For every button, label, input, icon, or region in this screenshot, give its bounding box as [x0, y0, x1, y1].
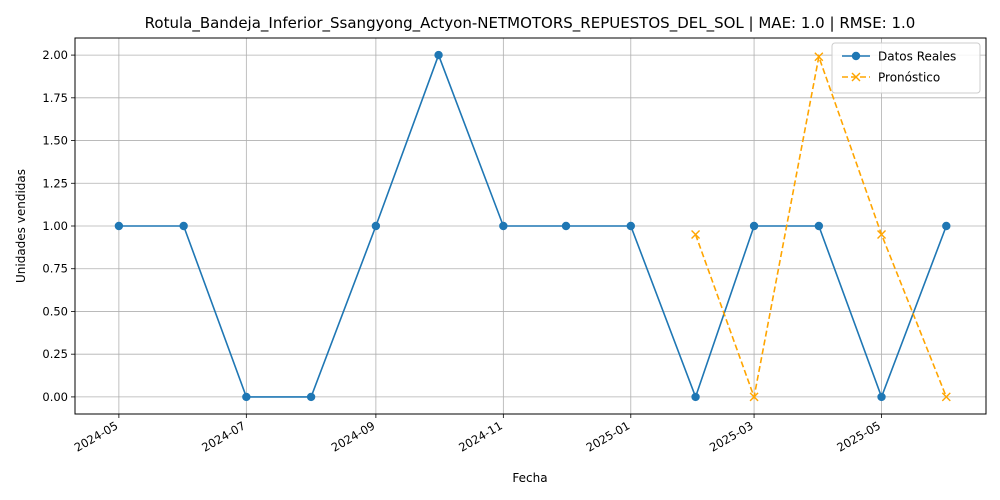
y-tick-label: 0.50	[42, 304, 68, 318]
legend: Datos Reales Pronóstico	[831, 42, 981, 94]
y-tick-label: 0.00	[42, 390, 68, 404]
data-point	[371, 221, 381, 231]
data-point	[942, 221, 951, 231]
data-point	[877, 230, 887, 240]
data-point	[499, 221, 508, 231]
series-actual	[114, 50, 951, 402]
series-layer	[114, 50, 951, 402]
y-tick-label: 1.00	[42, 219, 68, 233]
x-tick-label: 2024-07	[199, 418, 248, 454]
data-point	[749, 221, 759, 231]
x-tick-label: 2025-03	[707, 418, 756, 454]
series-forecast	[691, 52, 951, 402]
data-point	[434, 50, 443, 60]
legend-marker-actual	[851, 51, 861, 61]
data-point	[941, 392, 951, 402]
y-tick-label: 1.50	[42, 134, 68, 148]
x-axis-ticks: 2024-05 2024-07 2024-09 2024-11 2025-01 2025-…	[72, 414, 883, 455]
data-point	[691, 392, 700, 402]
data-point	[877, 392, 886, 402]
data-point	[814, 52, 824, 62]
y-tick-label: 2.00	[42, 48, 68, 62]
x-tick-label: 2024-05	[72, 418, 121, 454]
x-tick-label: 2025-05	[834, 418, 883, 454]
data-point	[179, 221, 188, 231]
series-line	[118, 52, 948, 400]
x-tick-label: 2024-09	[329, 418, 378, 454]
data-point	[814, 221, 824, 231]
y-tick-label: 1.25	[42, 176, 68, 190]
legend-marker-forecast	[851, 72, 861, 82]
legend-label-actual: Datos Reales	[878, 50, 956, 64]
y-tick-label: 0.75	[42, 262, 68, 276]
legend-label-forecast: Pronóstico	[878, 71, 940, 85]
x-tick-label: 2024-11	[456, 418, 505, 454]
y-tick-label: 1.75	[42, 91, 68, 105]
chart-title: Rotula_Bandeja_Inferior_Ssangyong_Actyon…	[145, 14, 916, 33]
x-axis-label: Fecha	[512, 471, 547, 485]
data-point	[242, 392, 251, 402]
data-point	[561, 221, 571, 231]
data-point	[306, 392, 316, 402]
data-point	[691, 230, 701, 240]
x-tick-label: 2025-01	[584, 418, 633, 454]
data-point	[749, 392, 759, 402]
data-point	[626, 221, 635, 231]
y-axis-label: Unidades vendidas	[14, 169, 28, 283]
y-tick-label: 0.25	[42, 347, 68, 361]
data-point	[114, 221, 124, 231]
y-axis-ticks: 0.00 0.25 0.50 0.75 1.00 1.25 1.50 1.75 2.00	[42, 48, 75, 404]
